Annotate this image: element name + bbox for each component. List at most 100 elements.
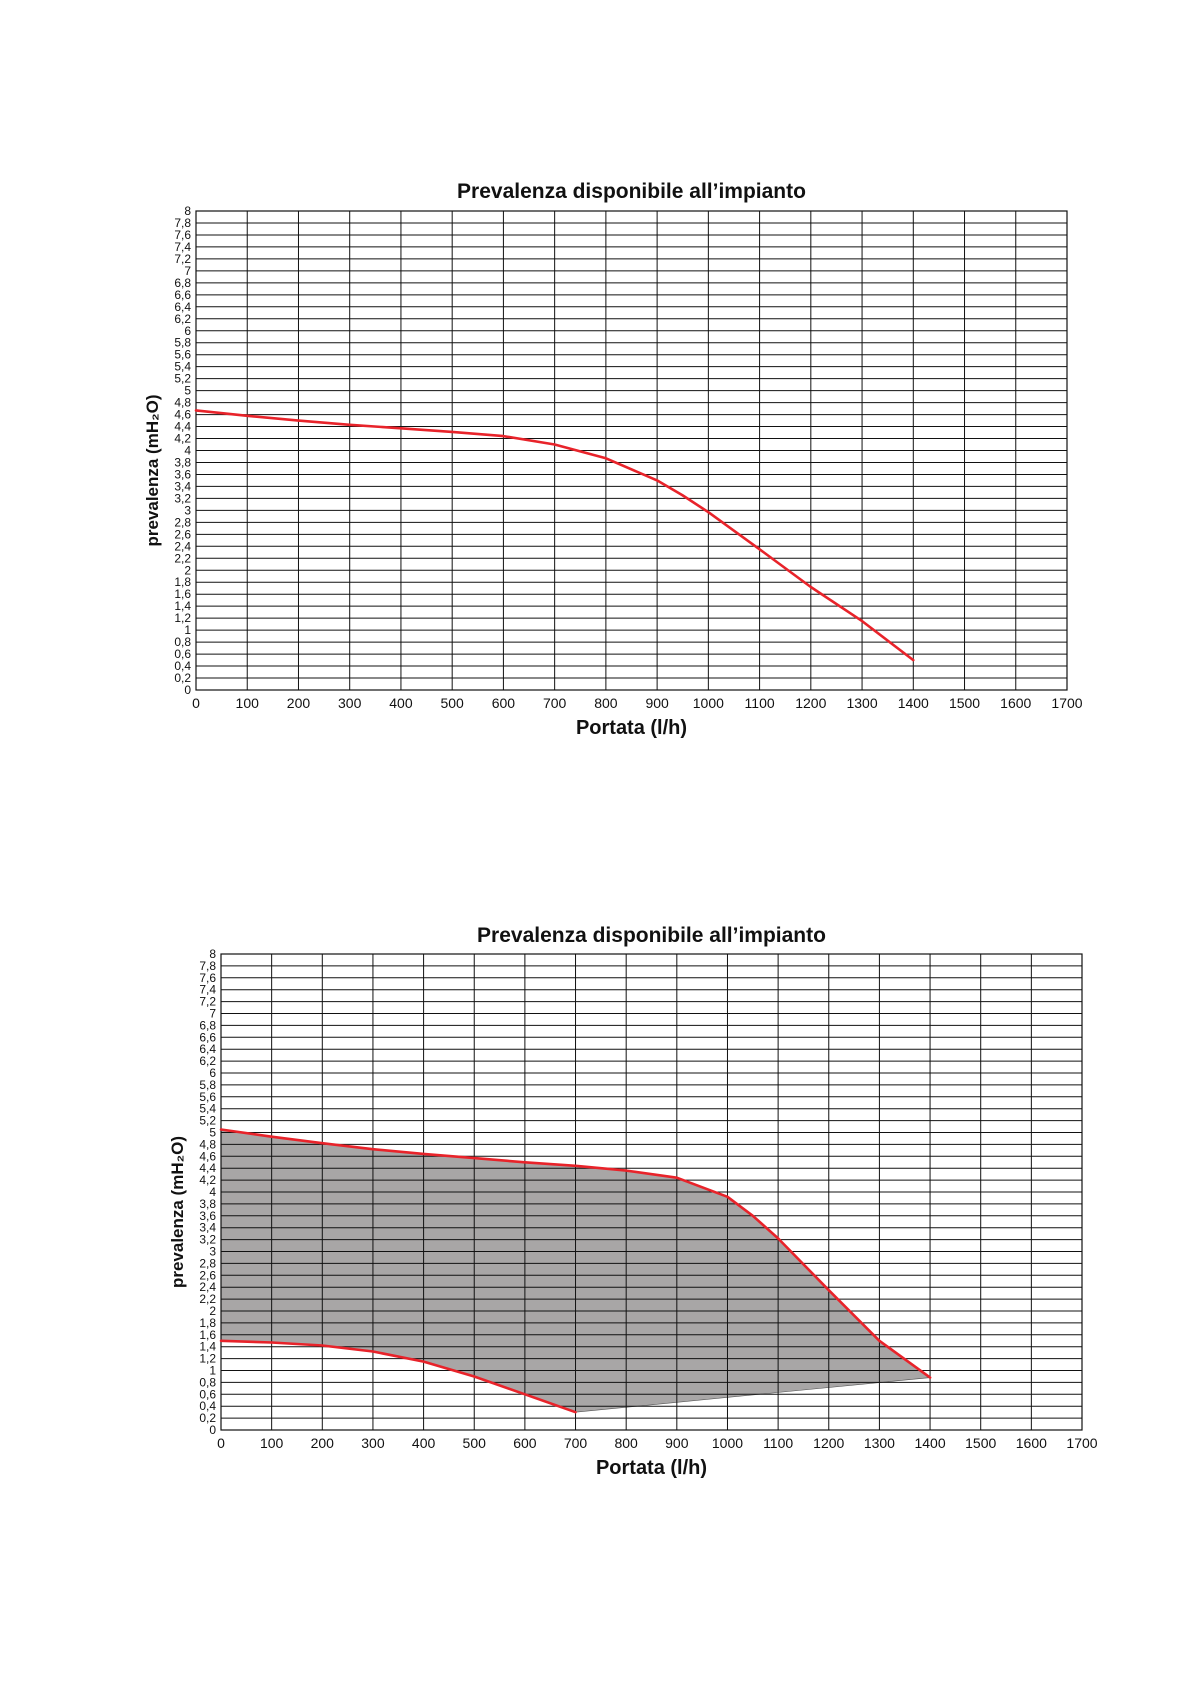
x-tick-label: 700 (564, 1435, 588, 1451)
y-tick-label: 0,4 (199, 1399, 216, 1413)
x-tick-label: 1700 (1066, 1435, 1097, 1451)
data-point (372, 1350, 374, 1353)
y-tick-label: 0,4 (174, 659, 191, 673)
y-tick-label: 7,8 (174, 216, 191, 230)
y-tick-label: 3,6 (174, 467, 191, 481)
data-point (777, 1237, 779, 1240)
x-tick-label: 1600 (1016, 1435, 1047, 1451)
y-tick-label: 5 (209, 1126, 216, 1140)
y-tick-label: 5 (184, 384, 191, 398)
data-point (502, 435, 505, 437)
y-tick-label: 6,8 (174, 276, 191, 290)
y-tick-label: 4 (184, 444, 191, 458)
y-tick-label: 4,8 (174, 396, 191, 410)
y-tick-label: 7,2 (199, 995, 216, 1009)
y-tick-label: 8 (209, 947, 216, 961)
data-point (707, 511, 710, 514)
data-point (827, 1289, 830, 1292)
x-tick-label: 600 (513, 1435, 537, 1451)
x-tick-label: 1000 (712, 1435, 743, 1451)
data-point (220, 1339, 222, 1342)
data-point (625, 1169, 628, 1172)
y-tick-label: 5,2 (199, 1114, 216, 1128)
data-point (524, 1161, 526, 1164)
y-tick-label: 5,6 (199, 1090, 216, 1104)
y-tick-label: 2 (209, 1304, 216, 1318)
y-tick-label: 2,4 (199, 1280, 216, 1294)
x-tick-label: 200 (311, 1435, 335, 1451)
data-point (524, 1393, 526, 1396)
series-line (194, 409, 915, 662)
y-tick-label: 3,8 (199, 1197, 216, 1211)
y-tick-label: 5,6 (174, 348, 191, 362)
x-tick-label: 1400 (898, 695, 929, 711)
data-point (220, 1128, 222, 1131)
y-tick-label: 6,8 (199, 1018, 216, 1032)
y-tick-label: 5,8 (199, 1078, 216, 1092)
y-tick-label: 2,8 (199, 1256, 216, 1270)
x-tick-label: 800 (614, 1435, 638, 1451)
data-point (605, 457, 607, 460)
y-tick-label: 7,6 (199, 971, 216, 985)
data-point (675, 1176, 678, 1179)
y-axis-label: prevalenza (mH₂O) (143, 394, 162, 546)
y-tick-label: 6 (184, 324, 191, 338)
y-tick-label: 6,2 (174, 312, 191, 326)
data-point (473, 1375, 476, 1378)
x-tick-label: 0 (192, 695, 200, 711)
x-tick-label: 900 (645, 695, 669, 711)
x-tick-label: 300 (338, 695, 362, 711)
x-tick-label: 800 (594, 695, 618, 711)
y-tick-label: 0,2 (199, 1411, 216, 1425)
y-tick-label: 4,4 (199, 1161, 216, 1175)
data-point (861, 620, 863, 622)
y-tick-label: 1,4 (174, 599, 191, 613)
y-tick-label: 7 (184, 264, 191, 278)
y-tick-label: 0 (209, 1423, 216, 1437)
y-tick-label: 0,6 (174, 647, 191, 661)
x-axis-label: Portata (l/h) (576, 717, 687, 739)
y-tick-label: 0,6 (199, 1387, 216, 1401)
data-point (878, 1339, 881, 1342)
data-point (553, 443, 556, 446)
plot-frame (220, 953, 1083, 1431)
chart-title: Prevalenza disponibile all’impianto (477, 924, 826, 947)
y-tick-label: 2,6 (199, 1268, 216, 1282)
x-axis-label: Portata (l/h) (596, 1457, 707, 1479)
y-tick-label: 1,8 (199, 1316, 216, 1330)
y-tick-label: 3,2 (199, 1233, 216, 1247)
y-tick-label: 7,4 (174, 240, 191, 254)
x-tick-label: 400 (412, 1435, 436, 1451)
y-tick-label: 7,4 (199, 983, 216, 997)
x-tick-label: 1300 (846, 695, 877, 711)
x-tick-label: 1100 (745, 695, 775, 711)
data-point (246, 414, 249, 417)
y-tick-label: 3,2 (174, 491, 191, 505)
x-tick-label: 1600 (1000, 695, 1031, 711)
x-tick-label: 700 (543, 695, 567, 711)
chart-title: Prevalenza disponibile all’impianto (457, 180, 806, 203)
y-tick-label: 7,8 (199, 959, 216, 973)
x-tick-label: 100 (260, 1435, 284, 1451)
y-tick-label: 3,6 (199, 1209, 216, 1223)
y-tick-label: 5,4 (199, 1102, 216, 1116)
data-point (270, 1341, 273, 1344)
y-tick-label: 5,8 (174, 336, 191, 350)
y-tick-label: 8 (184, 204, 191, 218)
x-tick-label: 400 (389, 695, 413, 711)
plot-frame (195, 210, 1068, 691)
y-tick-label: 0,2 (174, 671, 191, 685)
data-point (270, 1135, 273, 1138)
y-tick-label: 0,8 (174, 635, 191, 649)
x-tick-label: 500 (440, 695, 464, 711)
data-point (473, 1157, 476, 1159)
x-tick-label: 1700 (1051, 695, 1082, 711)
data-point (574, 1411, 577, 1414)
data-point (681, 494, 684, 497)
data-point (451, 431, 454, 433)
data-point (751, 1214, 754, 1217)
data-point (656, 479, 658, 482)
x-tick-label: 1000 (693, 695, 724, 711)
data-point (195, 409, 197, 412)
x-tick-label: 1500 (965, 1435, 996, 1451)
